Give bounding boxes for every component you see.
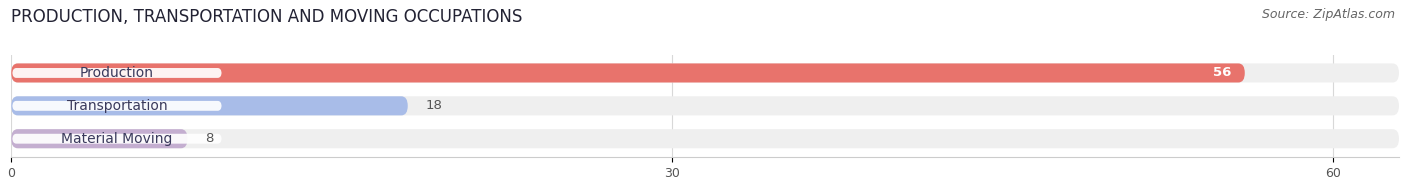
Text: Source: ZipAtlas.com: Source: ZipAtlas.com	[1261, 8, 1395, 21]
FancyBboxPatch shape	[13, 68, 222, 78]
Text: PRODUCTION, TRANSPORTATION AND MOVING OCCUPATIONS: PRODUCTION, TRANSPORTATION AND MOVING OC…	[11, 8, 523, 26]
FancyBboxPatch shape	[13, 101, 222, 111]
Text: 18: 18	[426, 99, 443, 112]
Text: 8: 8	[205, 132, 214, 145]
FancyBboxPatch shape	[11, 96, 1399, 115]
Text: 56: 56	[1213, 66, 1232, 79]
FancyBboxPatch shape	[11, 129, 187, 148]
Text: Production: Production	[80, 66, 155, 80]
FancyBboxPatch shape	[11, 64, 1244, 83]
FancyBboxPatch shape	[13, 134, 222, 144]
FancyBboxPatch shape	[11, 129, 1399, 148]
Text: Material Moving: Material Moving	[62, 132, 173, 146]
FancyBboxPatch shape	[11, 64, 1399, 83]
Text: Transportation: Transportation	[66, 99, 167, 113]
FancyBboxPatch shape	[11, 96, 408, 115]
